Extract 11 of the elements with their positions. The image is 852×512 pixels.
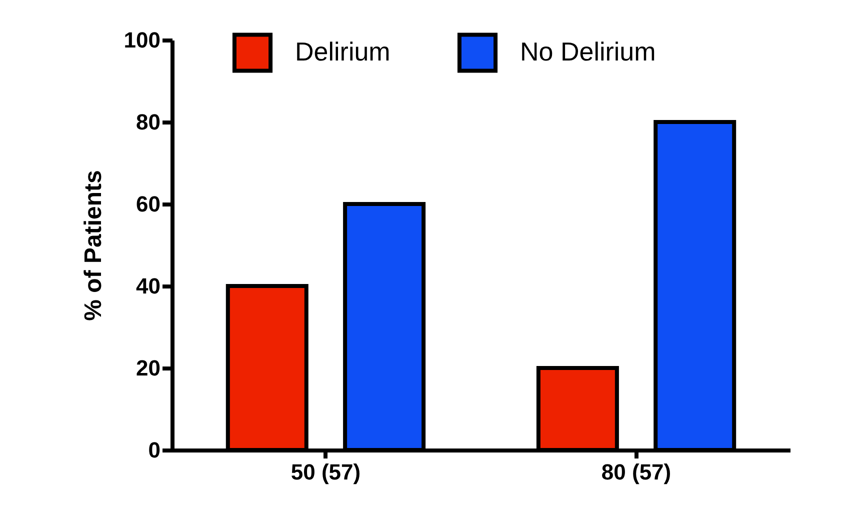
y-axis-title: % of Patients: [80, 170, 107, 321]
x-tick-label: 80 (57): [601, 460, 672, 484]
y-tick-label: 20: [136, 356, 160, 380]
x-tick-label: 50 (57): [290, 460, 361, 484]
y-tick-label: 0: [148, 438, 160, 462]
y-tick-label: 40: [136, 274, 160, 298]
legend-label: No Delirium: [520, 36, 656, 67]
y-tick-label: 80: [136, 110, 160, 134]
y-tick-label: 100: [124, 28, 160, 52]
y-tick-label: 60: [136, 192, 160, 216]
legend-label: Delirium: [295, 36, 390, 67]
